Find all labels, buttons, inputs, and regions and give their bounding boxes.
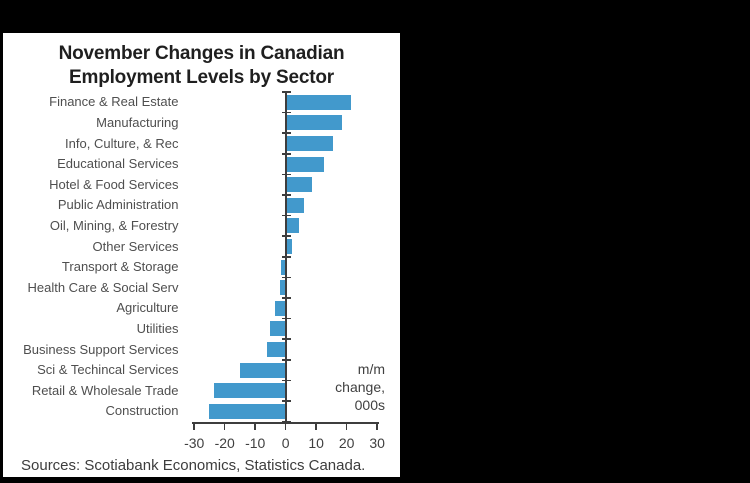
x-tick-label: 30	[369, 435, 385, 451]
bar	[279, 280, 286, 296]
bar	[285, 197, 304, 213]
x-tick	[284, 424, 287, 430]
bar	[285, 115, 343, 131]
category-label: Utilities	[136, 320, 179, 336]
bar	[267, 342, 286, 357]
bar	[270, 321, 286, 337]
category-label: Finance & Real Estate	[49, 94, 179, 110]
x-tick	[315, 424, 317, 430]
category-label: Sci & Techincal Services	[37, 362, 179, 378]
category-label: Retail & Wholesale Trade	[31, 382, 179, 398]
bar	[209, 403, 286, 419]
category-label: Other Services	[92, 238, 179, 254]
axis-unit-line1: m/m	[357, 361, 385, 377]
x-tick	[223, 424, 226, 430]
x-tick-label: 0	[281, 435, 290, 451]
category-label: Oil, Mining, & Forestry	[49, 217, 179, 233]
category-label: Educational Services	[57, 156, 179, 172]
chart-title-line2: Employment Levels by Sector	[69, 67, 334, 88]
category-label: Health Care & Social Serv	[27, 279, 179, 295]
category-tick	[281, 91, 291, 93]
x-tick-label: 20	[338, 435, 355, 451]
x-tick	[254, 424, 256, 430]
bar	[285, 136, 333, 151]
x-tick-label: -30	[184, 435, 205, 451]
chart-panel: November Changes in Canadian Employment …	[3, 33, 400, 477]
bar	[281, 259, 286, 275]
category-label: Info, Culture, & Rec	[65, 135, 179, 151]
category-label: Transport & Storage	[61, 259, 179, 275]
category-label: Manufacturing	[96, 114, 179, 130]
x-tick	[345, 424, 348, 430]
bar	[285, 156, 324, 172]
y-axis-line	[284, 92, 287, 424]
axis-unit-annotation: m/m change, 000s	[335, 360, 385, 414]
chart-title: November Changes in Canadian Employment …	[3, 42, 400, 90]
x-tick-label: -20	[214, 435, 235, 451]
source-note: Sources: Scotiabank Economics, Statistic…	[21, 457, 366, 474]
category-label: Business Support Services	[23, 341, 179, 357]
x-tick	[193, 424, 195, 430]
category-label: Public Administration	[57, 197, 179, 213]
x-tick-label: -10	[245, 435, 266, 451]
bar	[285, 218, 300, 234]
bar	[285, 177, 312, 193]
axis-unit-line3: 000s	[354, 397, 385, 413]
x-tick	[376, 424, 378, 430]
bar	[285, 94, 352, 110]
category-label: Agriculture	[116, 300, 179, 316]
bar	[214, 383, 286, 399]
axis-unit-line2: change,	[335, 379, 385, 395]
bar	[275, 300, 286, 316]
bar	[239, 362, 286, 378]
x-axis-line	[192, 422, 380, 424]
category-label: Construction	[105, 403, 179, 419]
x-tick-label: 10	[308, 435, 324, 451]
category-label: Hotel & Food Services	[49, 176, 179, 192]
bar	[285, 239, 292, 254]
chart-title-line1: November Changes in Canadian	[58, 43, 345, 64]
bar-chart-plot: Finance & Real Estate Manufacturing Info, …	[3, 33, 400, 477]
